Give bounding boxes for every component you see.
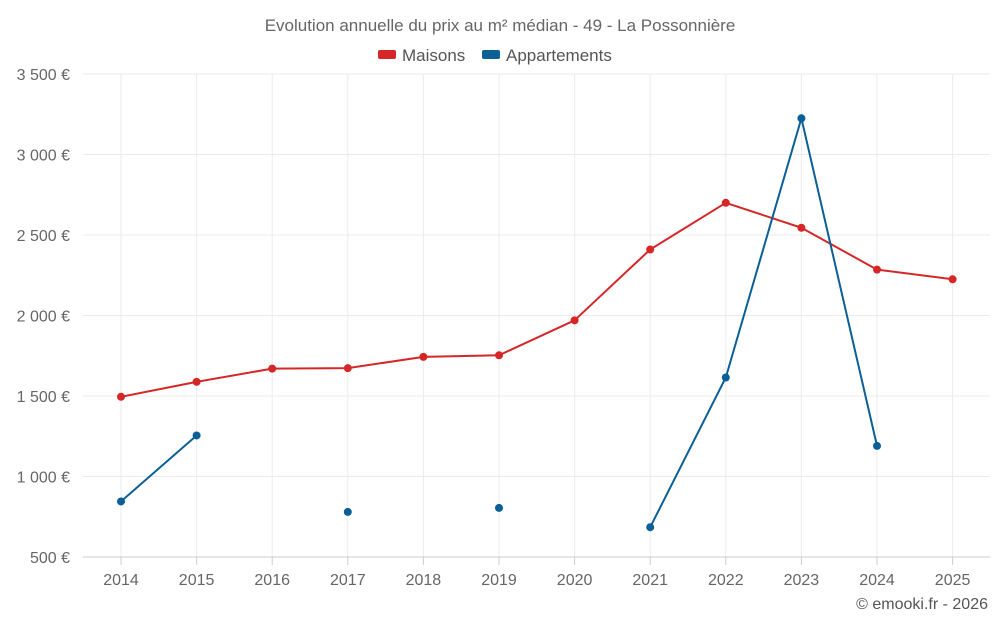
- data-point-appartements[interactable]: [646, 523, 655, 532]
- x-tick-label: 2023: [784, 572, 820, 589]
- data-point-appartements[interactable]: [873, 441, 881, 450]
- x-tick-label: 2020: [557, 572, 593, 589]
- x-tick-label: 2015: [179, 572, 215, 589]
- y-tick-label: 2 500 €: [17, 228, 70, 245]
- data-point-appartements[interactable]: [721, 373, 730, 382]
- x-tick-label: 2019: [481, 572, 517, 589]
- gridlines: [83, 73, 990, 558]
- legend-label-maisons: Maisons: [402, 46, 465, 65]
- legend[interactable]: Maisons Appartements: [378, 46, 612, 65]
- y-tick-label: 1 000 €: [17, 470, 70, 487]
- legend-swatch-appartements: [482, 50, 500, 59]
- data-point-appartements[interactable]: [343, 507, 352, 516]
- data-point-maisons[interactable]: [646, 245, 655, 254]
- data-point-maisons[interactable]: [570, 316, 579, 325]
- x-tick-label: 2017: [330, 572, 366, 589]
- legend-swatch-maisons: [378, 50, 396, 59]
- data-point-maisons[interactable]: [948, 275, 957, 284]
- data-point-maisons[interactable]: [419, 352, 428, 361]
- x-tick-label: 2024: [859, 572, 895, 589]
- series-line-maisons: [120, 201, 953, 398]
- data-point-maisons[interactable]: [192, 377, 201, 386]
- chart-title: Evolution annuelle du prix au m² médian …: [265, 16, 736, 35]
- y-tick-label: 2 000 €: [17, 309, 70, 326]
- x-tick-label: 2016: [254, 572, 290, 589]
- x-tick-label: 2025: [935, 572, 971, 589]
- data-point-appartements[interactable]: [495, 503, 503, 512]
- legend-item-maisons[interactable]: Maisons: [378, 46, 465, 65]
- y-tick-label: 3 500 €: [17, 67, 70, 84]
- credit-text: © emooki.fr - 2026: [856, 596, 988, 613]
- series-appartements: [117, 114, 881, 532]
- data-point-maisons[interactable]: [268, 364, 277, 373]
- data-point-maisons[interactable]: [873, 265, 881, 274]
- data-point-maisons[interactable]: [797, 223, 806, 232]
- data-point-maisons[interactable]: [721, 198, 730, 207]
- series: [117, 114, 957, 532]
- series-maisons: [117, 198, 957, 401]
- x-tick-label: 2021: [632, 572, 668, 589]
- data-point-maisons[interactable]: [117, 392, 125, 401]
- x-tick-label: 2022: [708, 572, 744, 589]
- legend-label-appartements: Appartements: [506, 46, 612, 65]
- data-point-maisons[interactable]: [495, 351, 503, 360]
- axes: 500 € 1 000 € 1 500 € 2 000 € 2 500 € 3 000 €…: [17, 67, 990, 589]
- data-point-appartements[interactable]: [192, 431, 201, 440]
- x-tick-label: 2014: [103, 572, 139, 589]
- data-point-maisons[interactable]: [343, 364, 352, 373]
- series-line-appartements: [120, 434, 198, 503]
- series-line-appartements: [649, 117, 878, 528]
- data-point-appartements[interactable]: [797, 114, 806, 123]
- y-tick-label: 1 500 €: [17, 389, 70, 406]
- legend-item-appartements[interactable]: Appartements: [482, 46, 612, 65]
- data-point-appartements[interactable]: [117, 497, 125, 506]
- x-tick-label: 2018: [406, 572, 442, 589]
- y-tick-label: 500 €: [30, 550, 70, 567]
- y-tick-label: 3 000 €: [17, 148, 70, 165]
